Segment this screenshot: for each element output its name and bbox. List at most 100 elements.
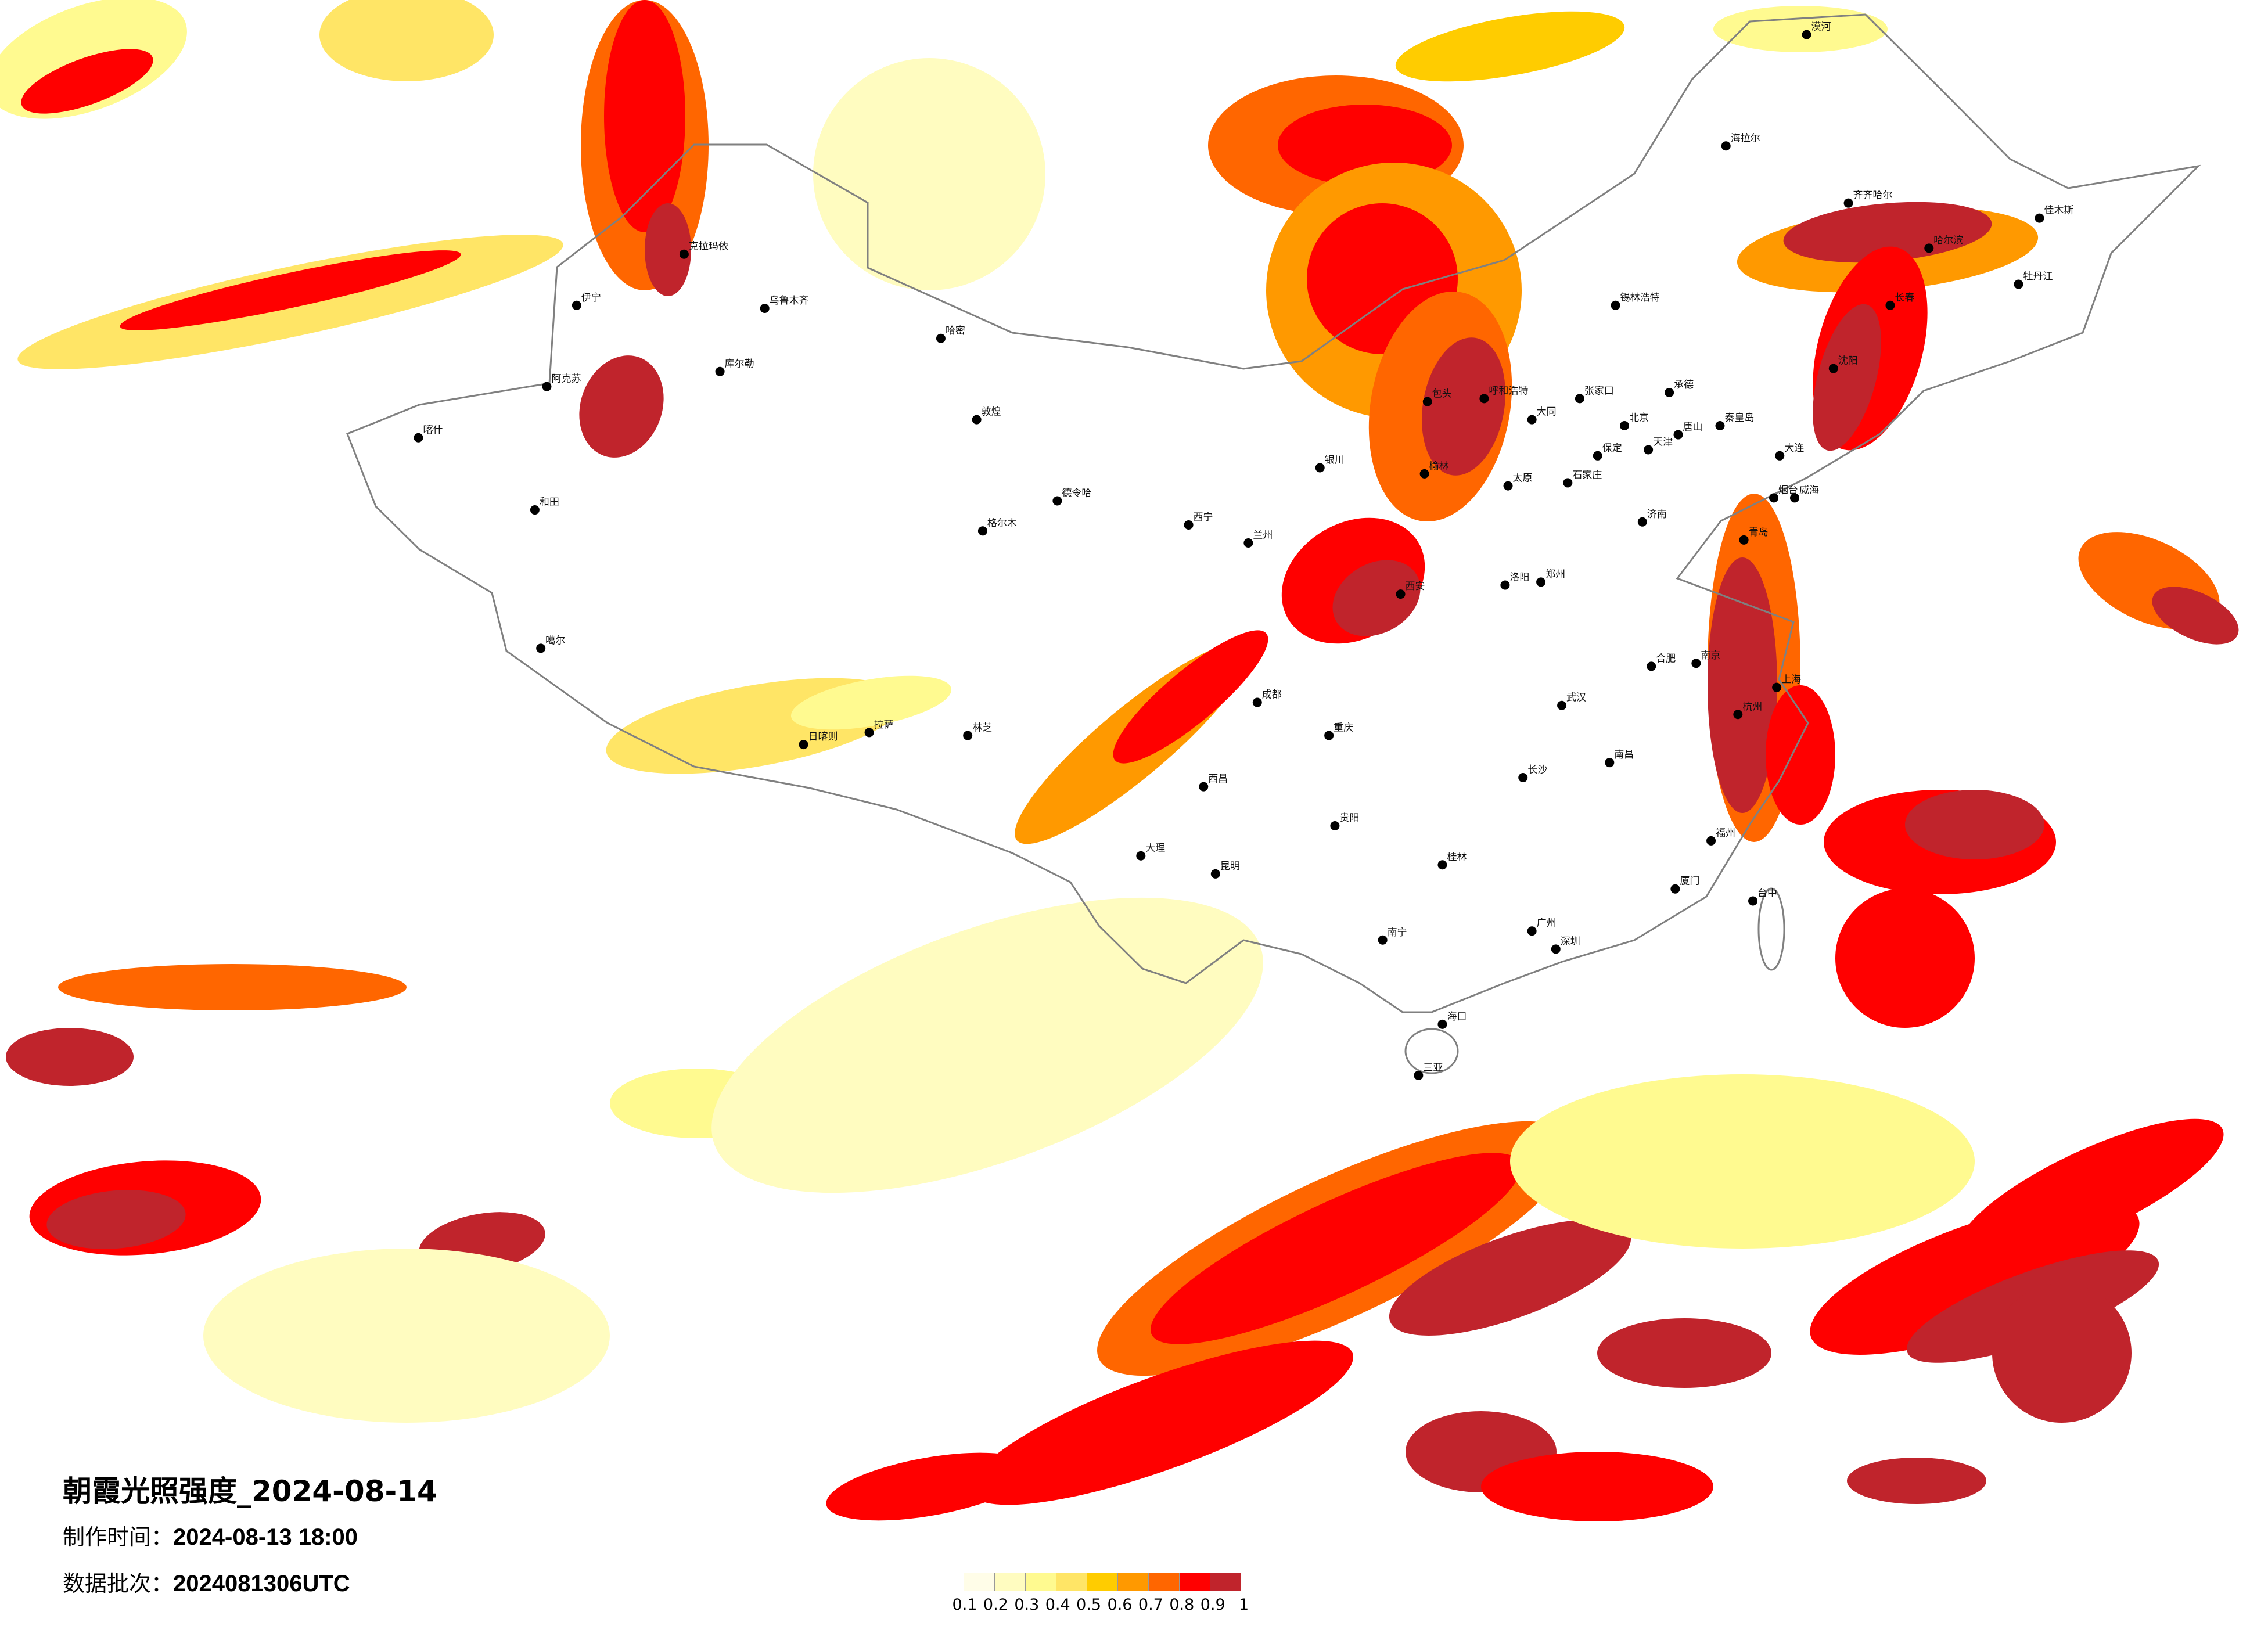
city-marker: 银川 <box>1315 455 1345 473</box>
city-marker: 伊宁 <box>572 292 601 310</box>
city-label: 福州 <box>1716 828 1735 839</box>
city-dot <box>1184 520 1194 530</box>
city-marker: 噶尔 <box>536 635 565 653</box>
city-label: 保定 <box>1602 443 1622 454</box>
city-label: 林芝 <box>972 722 992 734</box>
city-marker: 长沙 <box>1518 764 1547 783</box>
legend-tick: 0.3 <box>1014 1596 1040 1614</box>
city-marker: 郑州 <box>1536 569 1565 587</box>
city-marker: 格尔木 <box>977 517 1017 536</box>
city-marker: 南京 <box>1691 650 1720 668</box>
city-label: 南昌 <box>1614 749 1634 761</box>
city-dot <box>1665 388 1674 398</box>
city-label: 榆林 <box>1429 461 1449 472</box>
city-label: 台中 <box>1757 887 1777 899</box>
city-label: 成都 <box>1262 689 1282 701</box>
city-dot <box>977 526 987 536</box>
city-marker: 西宁 <box>1184 512 1213 530</box>
intensity-patch <box>1835 888 1975 1028</box>
city-dot <box>1828 364 1838 373</box>
intensity-patch <box>46 1190 186 1249</box>
city-marker: 合肥 <box>1647 653 1676 671</box>
legend-swatch <box>1056 1573 1087 1591</box>
city-marker: 林芝 <box>963 722 992 740</box>
city-marker: 德令哈 <box>1052 488 1091 506</box>
city-dot <box>1243 538 1253 548</box>
city-marker: 杭州 <box>1733 701 1762 720</box>
city-dot <box>1210 869 1220 879</box>
city-dot <box>1422 397 1432 406</box>
intensity-patch <box>1847 1458 1986 1504</box>
city-dot <box>1691 659 1701 668</box>
city-dot <box>1199 782 1209 792</box>
city-dot <box>1647 661 1656 671</box>
city-dot <box>1802 30 1811 39</box>
city-dot <box>530 505 540 515</box>
city-dot <box>936 333 946 343</box>
city-dot <box>1518 773 1528 783</box>
city-marker: 海拉尔 <box>1721 132 1760 151</box>
city-label: 合肥 <box>1656 653 1676 664</box>
city-marker: 榆林 <box>1419 461 1449 479</box>
legend-swatch <box>1179 1573 1210 1591</box>
city-marker: 南宁 <box>1378 927 1407 945</box>
city-label: 青岛 <box>1749 527 1769 538</box>
city-marker: 张家口 <box>1575 385 1614 404</box>
heatmap-layer <box>0 0 2239 1521</box>
city-label: 深圳 <box>1561 936 1580 947</box>
city-dot <box>1527 415 1537 425</box>
city-dot <box>1775 451 1785 461</box>
city-dot <box>1437 1019 1447 1029</box>
intensity-patch <box>1150 1153 1522 1344</box>
city-label: 张家口 <box>1584 385 1614 397</box>
city-dot <box>1500 580 1510 590</box>
city-marker: 大理 <box>1136 843 1165 861</box>
city-marker: 桂林 <box>1437 851 1467 870</box>
city-label: 兰州 <box>1253 530 1273 541</box>
city-marker: 阿克苏 <box>542 373 581 391</box>
city-dot <box>414 433 423 443</box>
intensity-patch <box>1958 1118 2224 1262</box>
city-label: 伊宁 <box>581 292 601 304</box>
city-marker: 库尔勒 <box>715 358 754 376</box>
production-time: 制作时间：2024-08-13 18:00 <box>63 1519 358 1551</box>
city-dot <box>572 300 581 310</box>
intensity-patch <box>58 964 407 1010</box>
intensity-patch <box>1510 1074 1975 1249</box>
city-marker: 烟台 <box>1769 484 1798 503</box>
city-marker: 青岛 <box>1739 527 1769 545</box>
legend-swatch <box>1117 1573 1149 1591</box>
legend-ticks: 0.1 0.2 0.3 0.4 0.5 0.6 0.7 0.8 0.9 1 <box>952 1596 1315 1619</box>
city-dot <box>542 382 552 391</box>
city-marker: 济南 <box>1637 509 1667 527</box>
intensity-patch <box>1708 557 1777 813</box>
city-dot <box>679 249 689 259</box>
intensity-patch <box>813 58 1045 290</box>
city-marker: 深圳 <box>1551 936 1580 954</box>
city-marker: 哈尔滨 <box>1924 235 1963 253</box>
city-dot <box>2035 213 2044 223</box>
city-marker: 成都 <box>1252 689 1282 707</box>
city-marker: 克拉玛依 <box>679 241 728 259</box>
legend-tick: 0.1 <box>952 1596 977 1614</box>
intensity-patch <box>790 675 952 730</box>
city-label: 济南 <box>1647 509 1667 520</box>
city-marker: 贵阳 <box>1330 812 1359 830</box>
city-dot <box>864 728 874 738</box>
city-label: 德令哈 <box>1062 488 1091 499</box>
city-marker: 威海 <box>1789 484 1819 503</box>
city-marker: 福州 <box>1706 828 1735 846</box>
city-label: 上海 <box>1781 674 1801 686</box>
city-label: 重庆 <box>1334 722 1353 734</box>
intensity-patch <box>2152 587 2239 645</box>
city-dot <box>1479 394 1489 404</box>
city-label: 洛阳 <box>1509 572 1529 584</box>
city-dot <box>1052 496 1062 506</box>
city-marker: 喀什 <box>414 425 443 443</box>
legend-tick: 1 <box>1239 1596 1249 1614</box>
city-label: 长沙 <box>1527 764 1547 776</box>
city-label: 承德 <box>1674 379 1694 391</box>
city-dot <box>1315 463 1325 473</box>
city-label: 齐齐哈尔 <box>1853 190 1893 202</box>
